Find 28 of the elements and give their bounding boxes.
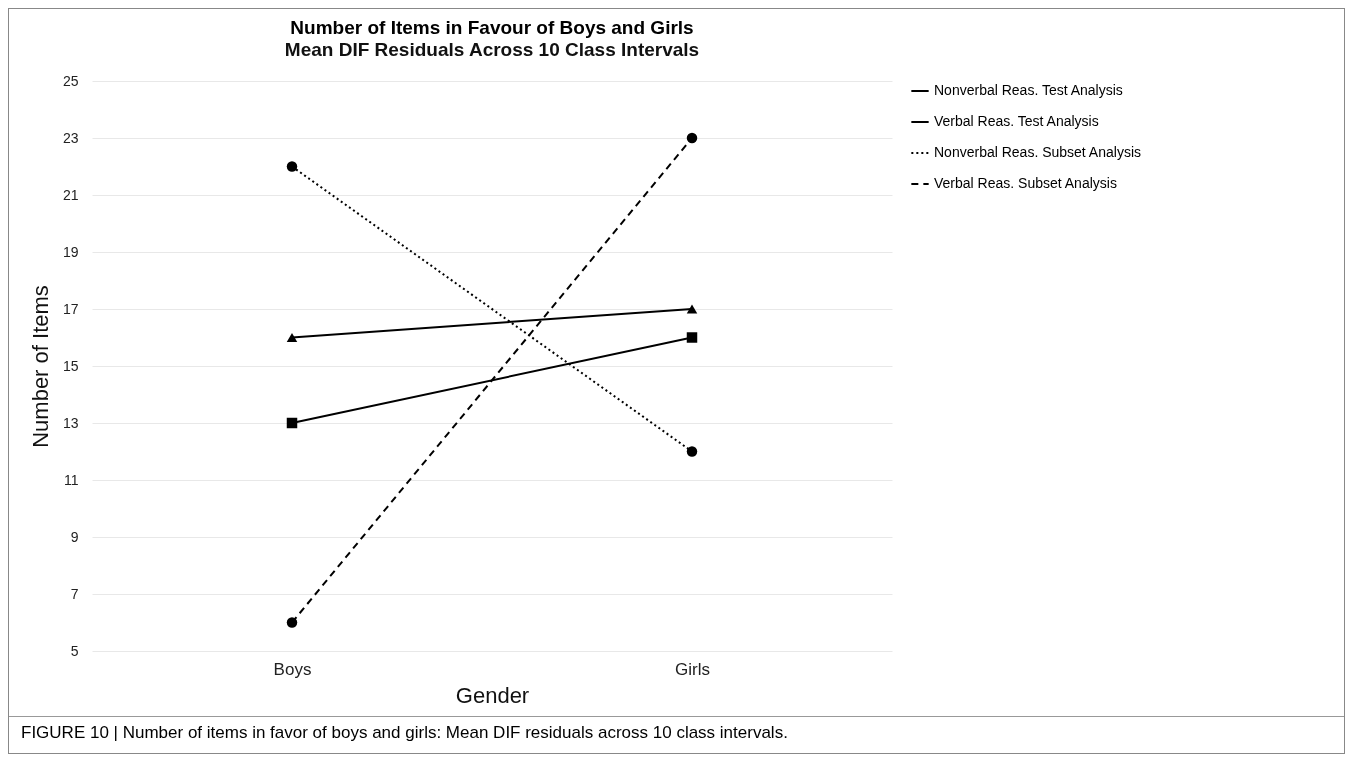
x-tick-label: Girls <box>675 659 710 679</box>
chart-title: Number of Items in Favour of Boys and Girls <box>290 17 694 38</box>
y-tick-label: 7 <box>70 585 79 602</box>
point <box>686 332 698 343</box>
x-axis-title: Gender <box>455 682 530 708</box>
x-tick-label: Boys <box>273 659 312 679</box>
point <box>286 161 298 172</box>
point <box>686 446 698 457</box>
y-tick-label: 5 <box>70 642 79 659</box>
legend-label: Verbal Reas. Test Analysis <box>934 113 1099 129</box>
y-tick-label: 19 <box>62 243 79 260</box>
y-tick-label: 25 <box>62 72 79 89</box>
legend-label: Nonverbal Reas. Test Analysis <box>934 82 1123 98</box>
point <box>286 617 298 628</box>
y-tick-label: 23 <box>62 129 79 146</box>
caption: FIGURE 10 | Number of items in favor of boys and girls: Mean DIF residuals across 10 class intervals. <box>9 716 1344 753</box>
y-tick-label: 17 <box>62 300 79 317</box>
y-tick-label: 21 <box>62 186 79 203</box>
y-tick-label: 13 <box>62 414 79 431</box>
legend-label: Verbal Reas. Subset Analysis <box>934 175 1117 191</box>
y-axis-title: Number of Items <box>27 285 53 448</box>
chart-subtitle: Mean DIF Residuals Across 10 Class Intervals <box>284 39 700 60</box>
y-tick-label: 11 <box>63 471 79 488</box>
legend-label: Nonverbal Reas. Subset Analysis <box>934 144 1141 160</box>
y-tick-label: 15 <box>62 357 79 374</box>
point <box>686 132 698 144</box>
point <box>286 417 298 429</box>
y-tick-label: 9 <box>70 528 79 545</box>
